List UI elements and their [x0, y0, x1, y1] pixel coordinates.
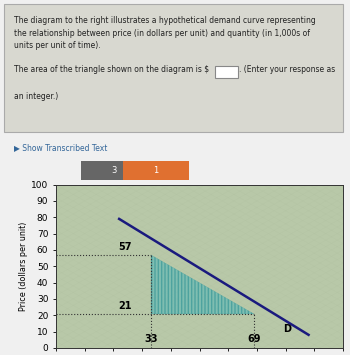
- Text: 1: 1: [153, 166, 158, 175]
- Text: 3: 3: [111, 166, 117, 175]
- Text: D: D: [283, 323, 291, 334]
- FancyBboxPatch shape: [122, 161, 189, 180]
- Text: 69: 69: [247, 334, 261, 344]
- Text: The area of the triangle shown on the diagram is $: The area of the triangle shown on the di…: [14, 65, 209, 74]
- Text: 57: 57: [119, 241, 132, 252]
- Polygon shape: [151, 255, 254, 313]
- FancyBboxPatch shape: [215, 66, 238, 77]
- Text: 21: 21: [119, 301, 132, 311]
- Text: The diagram to the right illustrates a hypothetical demand curve representing
th: The diagram to the right illustrates a h…: [14, 16, 316, 50]
- FancyBboxPatch shape: [4, 4, 343, 132]
- FancyBboxPatch shape: [80, 161, 147, 180]
- Text: an integer.): an integer.): [14, 92, 58, 101]
- Text: . (Enter your response as: . (Enter your response as: [239, 65, 335, 74]
- Text: 33: 33: [144, 334, 158, 344]
- Text: ▶ Show Transcribed Text: ▶ Show Transcribed Text: [14, 143, 107, 152]
- Y-axis label: Price (dollars per unit): Price (dollars per unit): [19, 222, 28, 311]
